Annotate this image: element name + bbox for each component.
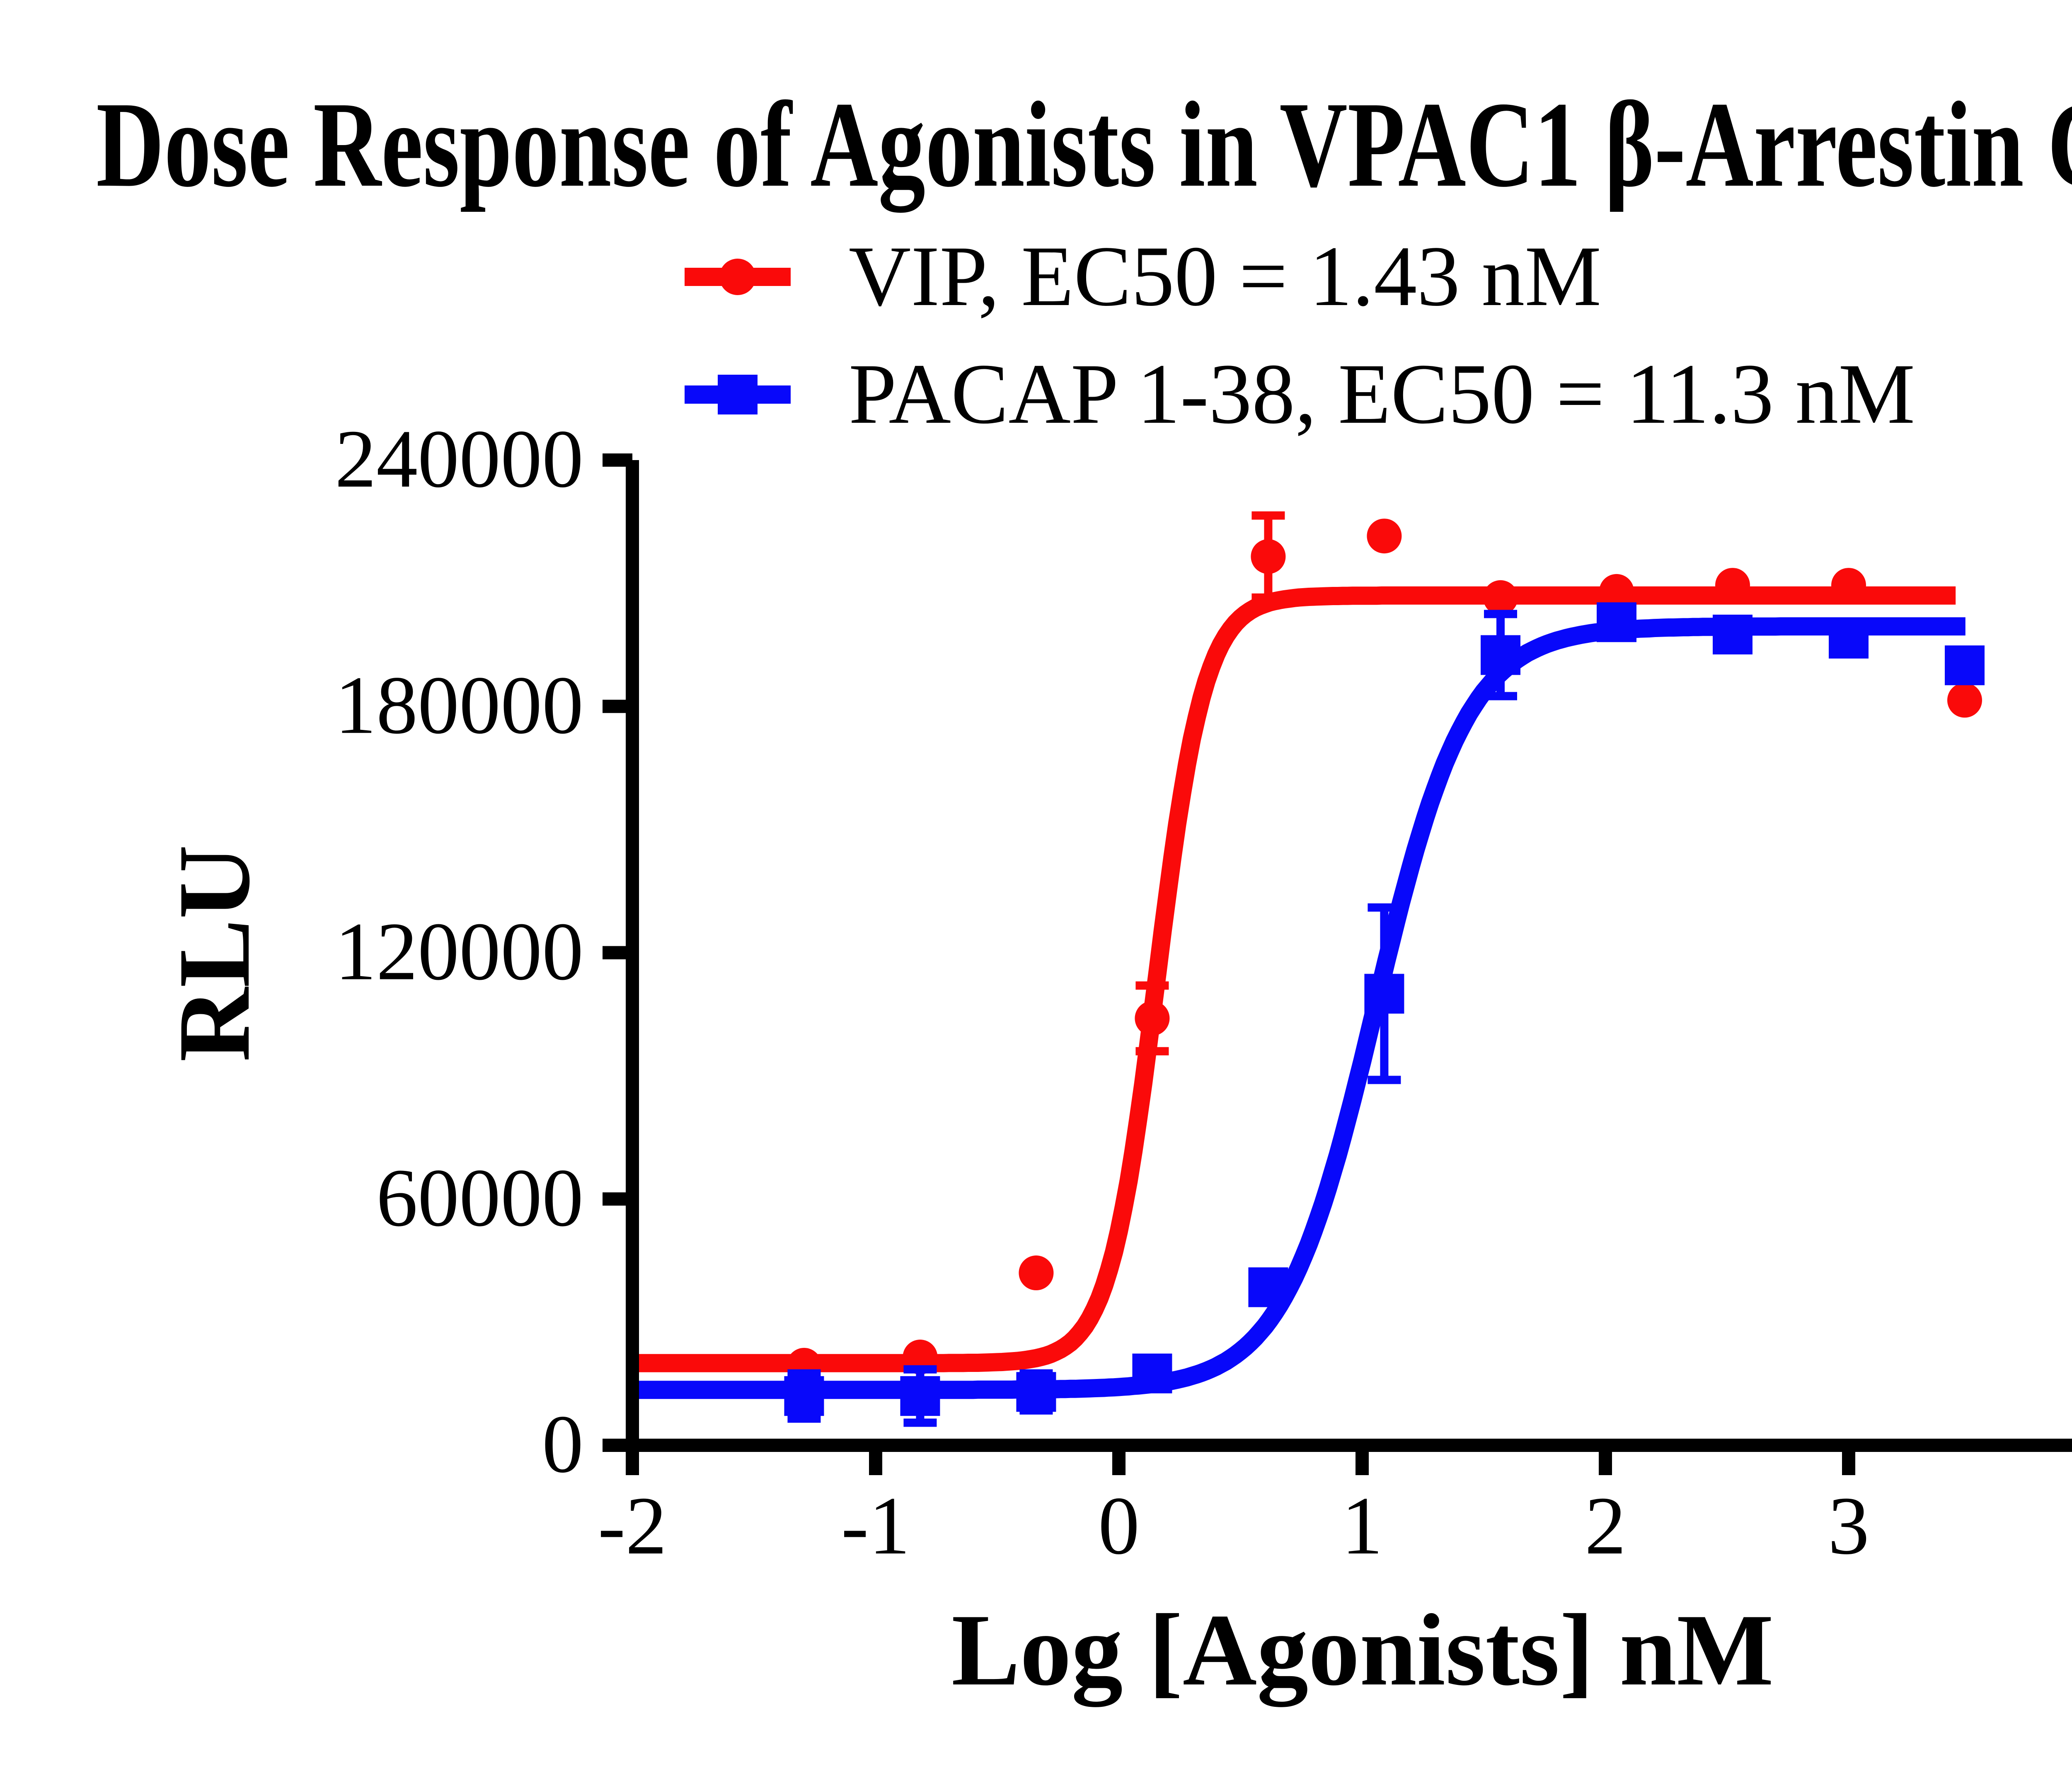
- vip-legend-label: VIP, EC50 = 1.43 nM: [849, 228, 1601, 324]
- vip-data-point: [1831, 568, 1866, 603]
- vip-legend-circle-icon: [719, 259, 756, 295]
- plot-data-layer: [632, 511, 1985, 1427]
- pacap-1-38-fit-curve: [632, 617, 1965, 1399]
- x-axis-tick-label: 1: [1341, 1480, 1383, 1572]
- vip-data-point: [1135, 1001, 1170, 1036]
- vip-data-point: [1947, 683, 1982, 718]
- vip-data-point: [1367, 519, 1402, 554]
- y-axis-tick-label: 240000: [335, 413, 583, 505]
- x-axis-tick-label: -2: [598, 1480, 667, 1572]
- vip-data-point: [1019, 1255, 1054, 1291]
- vip-data-point: [1599, 574, 1634, 609]
- plot-axes-layer: -2 -1 0 1 2 3 4 0 60000 120000 180000 240000: [335, 413, 2072, 1572]
- pacap-1-38-data-point: [900, 1376, 940, 1416]
- x-axis-tick-label: 0: [1098, 1480, 1140, 1572]
- pacap-1-38-data-point: [784, 1376, 824, 1416]
- chart-title: Dose Response of Agonists in VPAC1 β-Arr…: [96, 76, 2072, 214]
- pacap-1-38-data-point: [1364, 974, 1404, 1014]
- vip-data-point: [1483, 580, 1518, 615]
- pacap-legend-label: PACAP 1-38, EC50 = 11.3 nM: [849, 346, 1915, 441]
- y-axis-tick-label: 0: [542, 1398, 583, 1490]
- legend: VIP, EC50 = 1.43 nM PACAP 1-38, EC50 = 1…: [685, 228, 1915, 441]
- x-axis-tick-label: 4: [2071, 1480, 2072, 1572]
- y-axis-title: RLU: [157, 845, 271, 1062]
- y-axis-tick-label: 180000: [335, 659, 583, 751]
- vip-fit-curve: [632, 586, 1956, 1372]
- pacap-legend-square-icon: [718, 375, 758, 414]
- x-axis-tick-label: -1: [841, 1480, 910, 1572]
- x-axis-tick-label: 2: [1585, 1480, 1626, 1572]
- vip-data-point: [1715, 568, 1750, 603]
- legend-item-vip: VIP, EC50 = 1.43 nM: [685, 228, 1601, 324]
- pacap-1-38-data-point: [1713, 614, 1753, 654]
- y-axis-tick-label: 60000: [376, 1152, 583, 1244]
- pacap-1-38-data-point: [1597, 602, 1637, 642]
- y-axis-tick-label: 120000: [335, 906, 583, 998]
- pacap-1-38-data-point: [1016, 1372, 1056, 1412]
- legend-item-pacap: PACAP 1-38, EC50 = 11.3 nM: [685, 346, 1915, 441]
- pacap-1-38-data-point: [1248, 1267, 1288, 1307]
- vip-data-point: [1251, 539, 1286, 574]
- pacap-1-38-data-point: [1944, 645, 1985, 686]
- x-axis-title: Log [Agonists] nM: [951, 1593, 1774, 1707]
- pacap-1-38-data-point: [1481, 635, 1521, 675]
- pacap-1-38-data-point: [1132, 1353, 1172, 1393]
- pacap-1-38-data-point: [1829, 618, 1869, 659]
- x-axis-tick-label: 3: [1828, 1480, 1869, 1572]
